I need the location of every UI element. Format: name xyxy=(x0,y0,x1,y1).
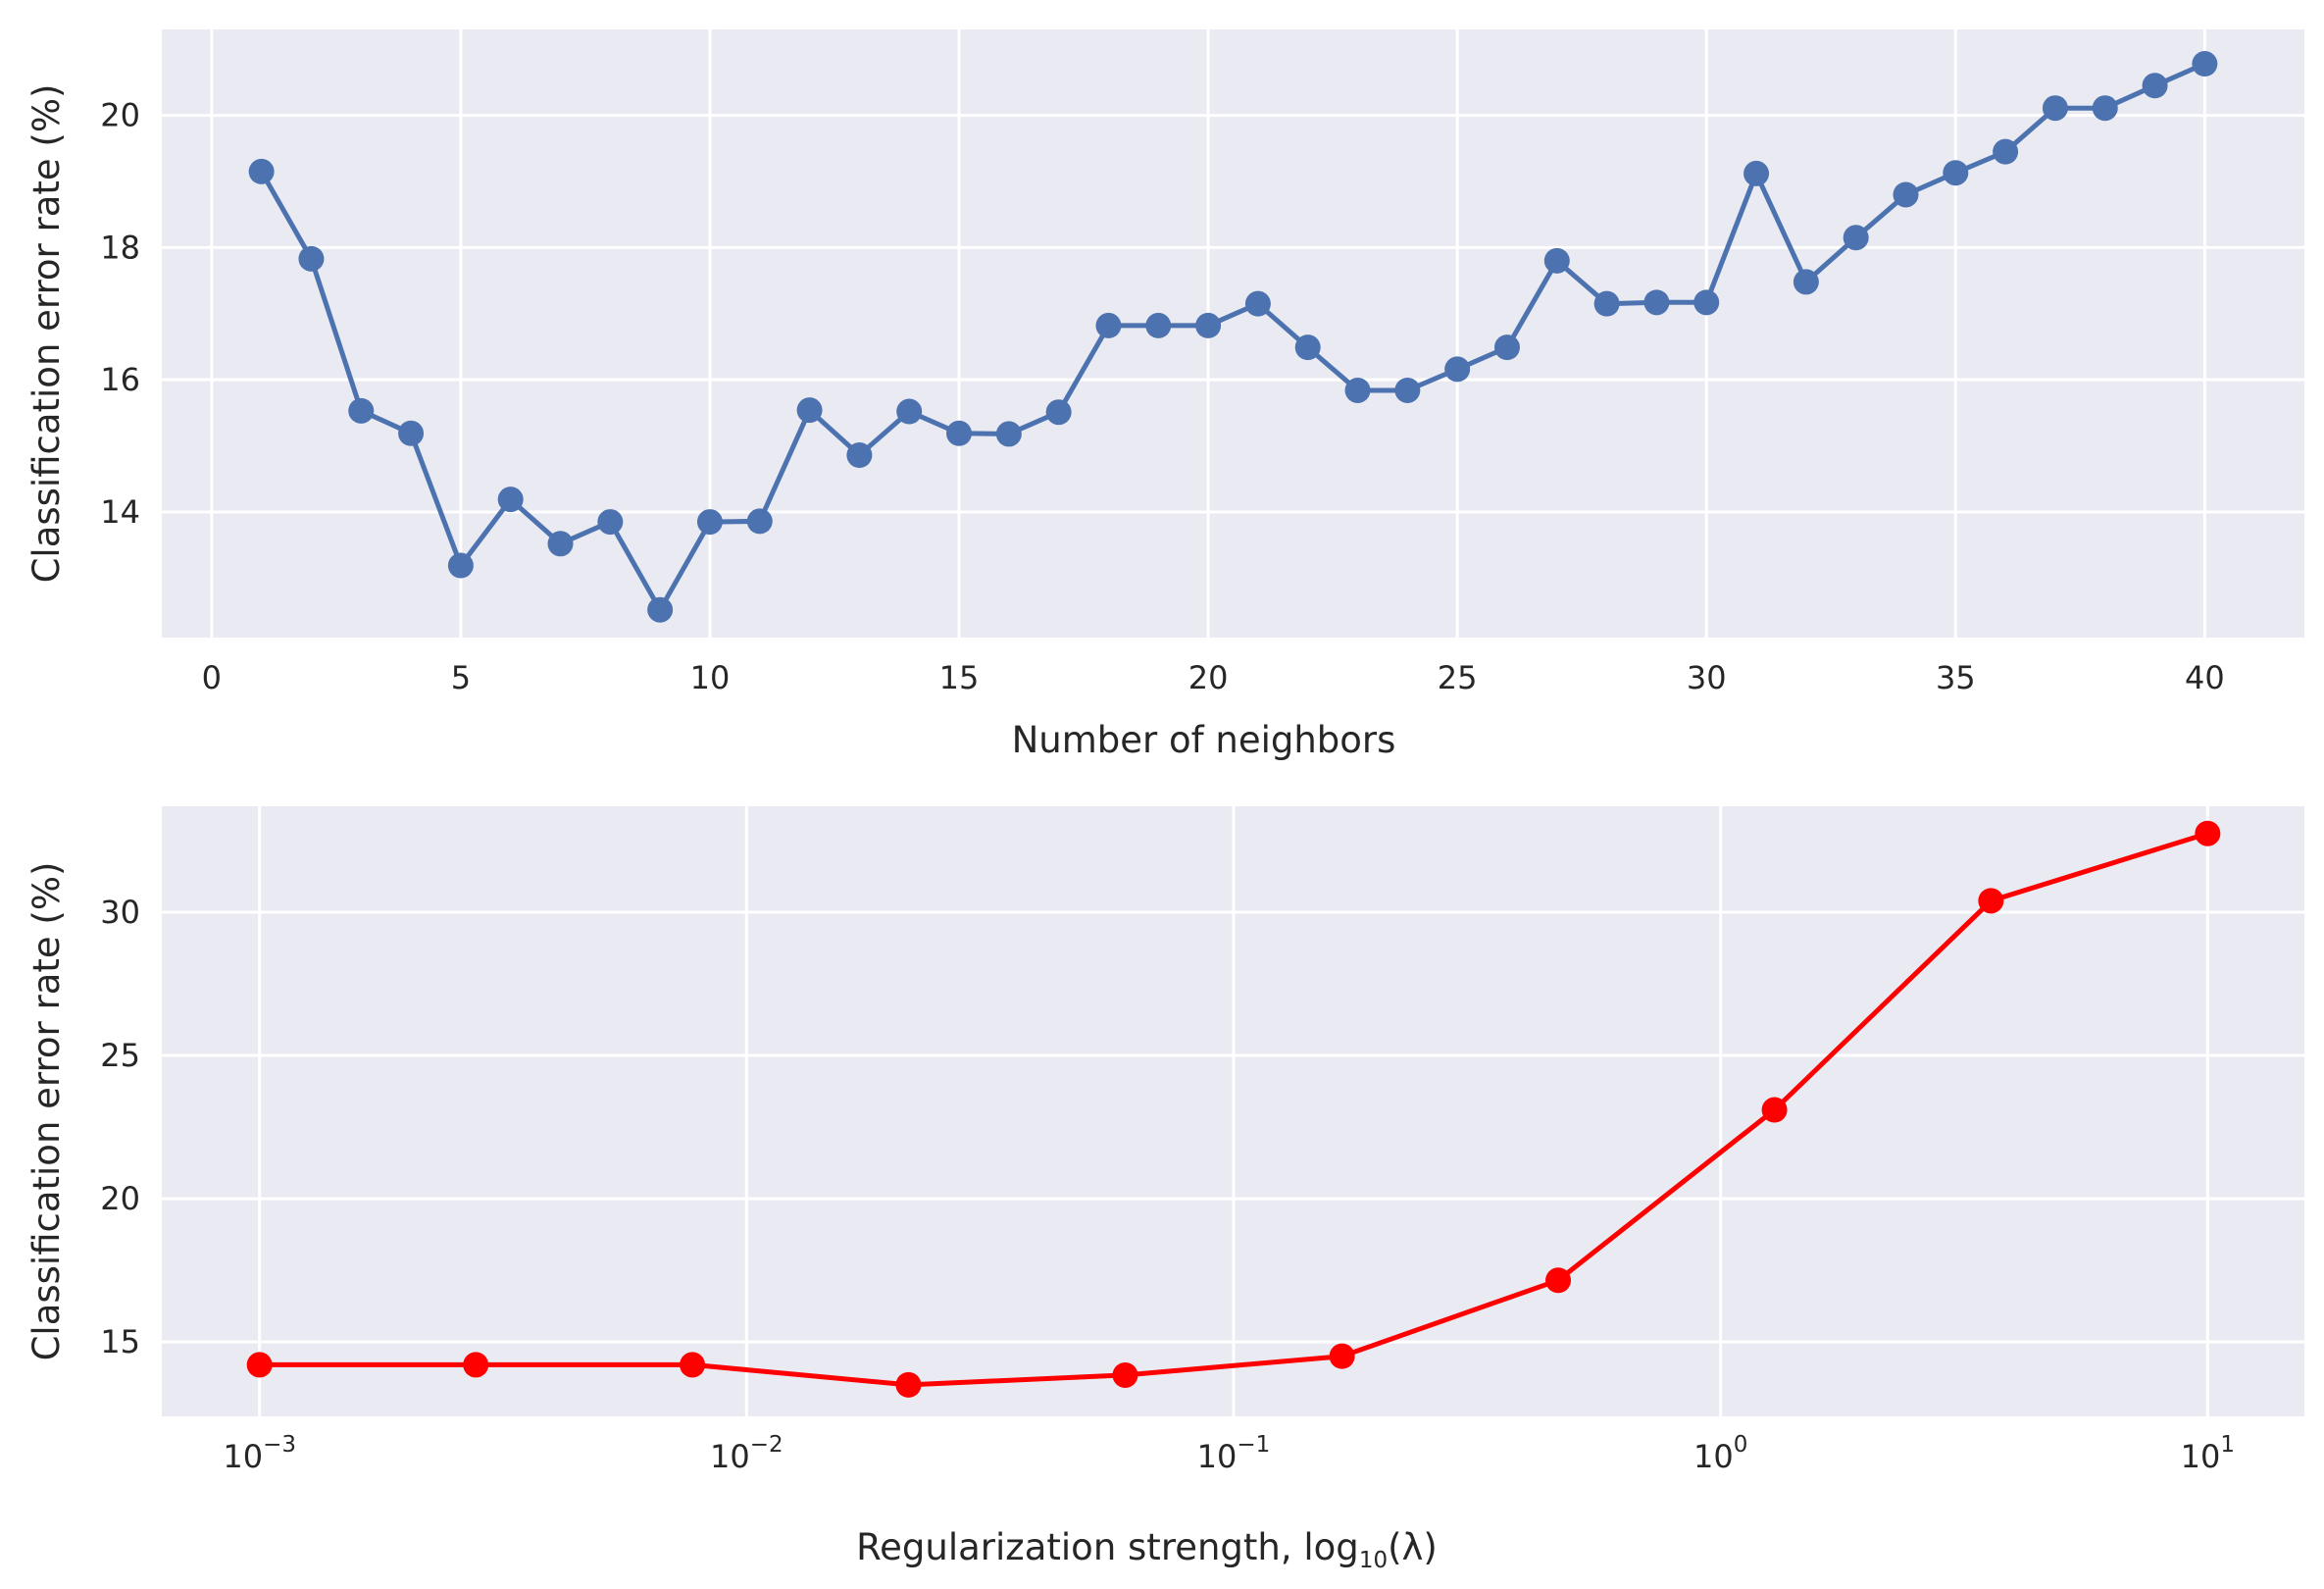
data-point xyxy=(1493,334,1520,361)
x-tick-base: 10 xyxy=(223,1438,263,1475)
data-point xyxy=(348,397,375,424)
data-point xyxy=(647,596,674,623)
x-tick-label: 10−3 xyxy=(223,1432,296,1475)
y-tick-label: 20 xyxy=(100,1180,140,1217)
data-point xyxy=(1978,888,2004,914)
x-tick-label: 20 xyxy=(1188,659,1229,696)
x-tick-label: 101 xyxy=(2181,1432,2235,1475)
y-tick-label: 30 xyxy=(100,894,140,931)
y-tick-label: 14 xyxy=(100,493,140,531)
data-point xyxy=(2195,820,2221,846)
series-line xyxy=(259,61,2206,613)
data-point xyxy=(746,508,773,535)
data-point xyxy=(1943,160,1969,186)
data-point xyxy=(248,158,275,184)
data-point xyxy=(497,487,524,513)
x-tick-base: 10 xyxy=(2181,1438,2221,1475)
data-point xyxy=(547,531,574,557)
data-point xyxy=(2092,95,2118,122)
y-tick-label: 20 xyxy=(100,97,140,134)
data-point xyxy=(1693,289,1720,316)
data-point xyxy=(398,420,425,446)
data-point xyxy=(246,1352,273,1378)
x-tick-exponent: 1 xyxy=(2220,1432,2235,1458)
data-point xyxy=(1545,1267,1572,1294)
x-tick-label: 0 xyxy=(202,659,222,696)
data-point xyxy=(1793,269,1819,295)
data-point xyxy=(1993,138,2019,165)
data-point xyxy=(2142,73,2168,99)
data-point xyxy=(946,420,973,446)
x-tick-label: 10 xyxy=(690,659,731,696)
data-point xyxy=(597,509,624,536)
x-tick-label: 100 xyxy=(1693,1432,1747,1475)
y-tick-label: 18 xyxy=(100,229,140,266)
data-point xyxy=(1294,334,1321,361)
data-point xyxy=(1045,399,1072,426)
y-tick-label: 25 xyxy=(100,1037,140,1074)
y-tick-label: 16 xyxy=(100,361,140,398)
data-point xyxy=(1761,1097,1788,1123)
x-tick-base: 10 xyxy=(1197,1438,1238,1475)
data-point xyxy=(298,245,325,272)
x-tick-exponent: 0 xyxy=(1734,1432,1748,1458)
data-point xyxy=(1095,312,1122,338)
x-tick-base: 10 xyxy=(1693,1438,1734,1475)
x-tick-label: 5 xyxy=(451,659,471,696)
bottom-x-axis-label: Regularization strength, log10(λ) xyxy=(856,1526,1438,1573)
data-point xyxy=(895,1371,922,1398)
data-point xyxy=(846,442,873,468)
data-point xyxy=(995,421,1022,447)
data-point xyxy=(463,1352,489,1378)
bottom-x-axis-label-subscript: 10 xyxy=(1359,1548,1388,1573)
x-tick-base: 10 xyxy=(710,1438,750,1475)
data-point xyxy=(1843,225,1869,251)
data-point xyxy=(1593,290,1620,317)
top-chart: 0 5 10 15 20 25 30 35 40 14 16 18 20 xyxy=(100,29,2304,696)
x-tick-label: 30 xyxy=(1687,659,1727,696)
series-line xyxy=(259,831,2209,1388)
data-point xyxy=(2042,95,2068,122)
x-tick-label: 35 xyxy=(1936,659,1976,696)
y-tick-label: 15 xyxy=(100,1323,140,1360)
data-point xyxy=(1394,377,1421,403)
data-point xyxy=(680,1352,706,1378)
data-point xyxy=(1344,377,1371,403)
data-point xyxy=(1444,356,1471,383)
data-point xyxy=(1145,312,1172,338)
data-point xyxy=(1643,289,1670,316)
x-tick-exponent: −3 xyxy=(263,1432,296,1458)
bottom-x-axis-label-end: (λ) xyxy=(1388,1526,1438,1568)
data-point xyxy=(447,552,474,579)
data-point xyxy=(696,509,723,536)
data-point xyxy=(1743,160,1770,186)
bottom-x-axis-label-main: Regularization strength, log xyxy=(856,1526,1359,1568)
x-tick-label: 25 xyxy=(1438,659,1478,696)
data-point xyxy=(1893,181,1919,208)
x-tick-label: 15 xyxy=(939,659,980,696)
x-tick-label: 40 xyxy=(2185,659,2225,696)
top-y-axis-label: Classification error rate (%) xyxy=(25,84,68,584)
plot-background xyxy=(162,29,2304,638)
data-point xyxy=(1329,1343,1355,1369)
top-x-axis-label: Number of neighbors xyxy=(1012,719,1396,761)
x-tick-exponent: −2 xyxy=(750,1432,783,1458)
data-point xyxy=(2192,51,2218,77)
bottom-y-axis-label: Classification error rate (%) xyxy=(25,862,68,1361)
x-tick-label: 10−1 xyxy=(1197,1432,1271,1475)
x-tick-exponent: −1 xyxy=(1237,1432,1270,1458)
x-tick-label: 10−2 xyxy=(710,1432,783,1475)
data-point xyxy=(1195,312,1222,338)
data-point xyxy=(1543,247,1570,274)
data-point xyxy=(1244,290,1271,317)
data-point xyxy=(896,398,923,425)
data-point xyxy=(796,397,823,424)
data-point xyxy=(1112,1361,1138,1388)
